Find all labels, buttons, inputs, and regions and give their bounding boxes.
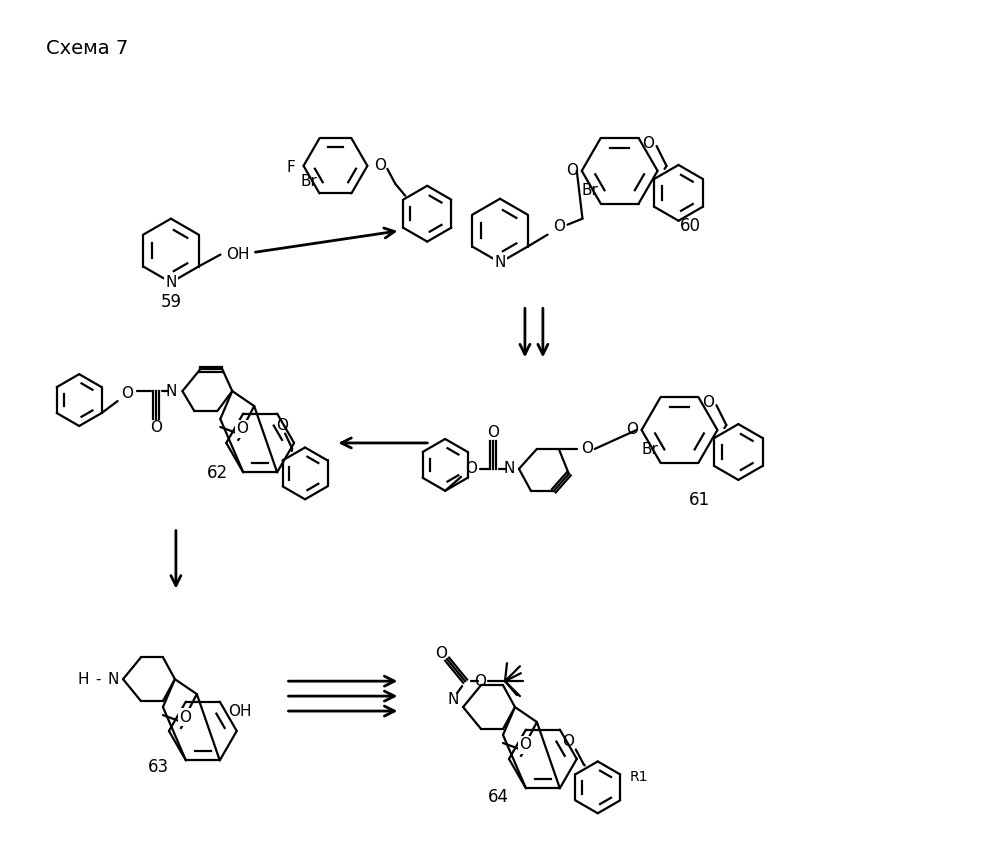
Text: 59: 59: [160, 293, 181, 311]
Text: O: O: [150, 421, 162, 435]
Text: N: N: [107, 672, 119, 687]
Text: O: O: [435, 646, 447, 660]
Text: 64: 64: [488, 788, 509, 806]
Text: O: O: [374, 158, 386, 173]
Text: O: O: [474, 674, 486, 689]
Text: Схема 7: Схема 7: [46, 39, 129, 59]
Text: OH: OH: [228, 704, 251, 719]
Text: -: -: [95, 672, 101, 687]
Text: O: O: [487, 426, 499, 440]
Text: R1: R1: [630, 770, 648, 785]
Text: 60: 60: [680, 217, 700, 235]
Text: Br: Br: [582, 184, 599, 198]
Text: N: N: [494, 255, 506, 270]
Text: N: N: [166, 383, 177, 399]
Text: O: O: [276, 418, 288, 433]
Text: N: N: [447, 692, 459, 706]
Text: O: O: [179, 710, 191, 724]
Text: O: O: [519, 738, 531, 752]
Text: Br: Br: [642, 442, 659, 457]
Text: O: O: [626, 422, 638, 438]
Text: O: O: [465, 462, 477, 476]
Text: O: O: [566, 163, 578, 178]
Text: O: O: [554, 219, 566, 234]
Text: O: O: [562, 734, 574, 749]
Text: O: O: [122, 386, 134, 400]
Text: 63: 63: [147, 758, 169, 776]
Text: N: N: [165, 275, 177, 290]
Text: OH: OH: [226, 247, 249, 262]
Text: 61: 61: [689, 490, 710, 509]
Text: N: N: [503, 462, 515, 476]
Text: H: H: [77, 672, 89, 687]
Text: O: O: [236, 422, 248, 437]
Text: O: O: [702, 394, 714, 410]
Text: 62: 62: [207, 464, 228, 482]
Text: F: F: [287, 161, 296, 175]
Text: Br: Br: [301, 174, 318, 189]
Text: O: O: [581, 441, 593, 456]
Text: O: O: [643, 135, 655, 150]
